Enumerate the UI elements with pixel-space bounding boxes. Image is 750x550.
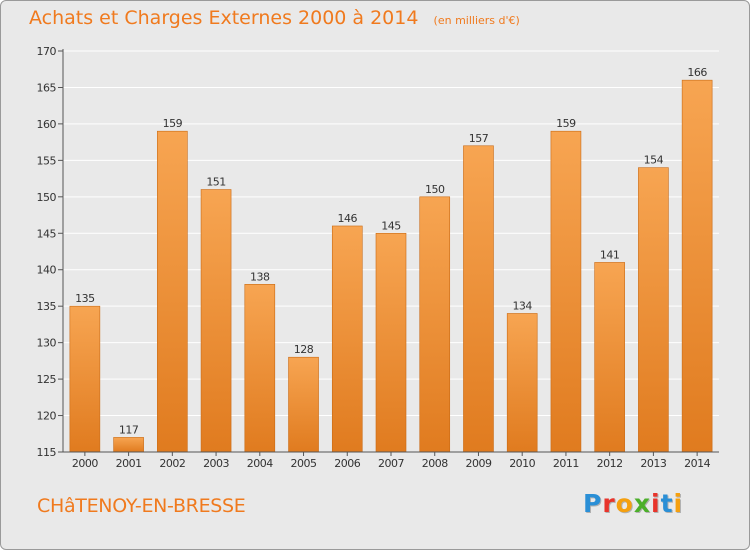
bars: 135 117 159 151 138 128 146 145 150 157 134 159 141 1… bbox=[69, 66, 713, 453]
logo-letter: x bbox=[633, 489, 651, 518]
data-label: 154 bbox=[644, 154, 664, 167]
data-label: 150 bbox=[425, 183, 445, 196]
x-tick-label: 2006 bbox=[334, 457, 360, 470]
chart-title: Achats et Charges Externes 2000 à 2014 bbox=[29, 7, 419, 29]
logo-letter: o bbox=[615, 489, 634, 518]
bar bbox=[331, 225, 363, 453]
bar bbox=[244, 284, 276, 453]
x-tick-label: 2004 bbox=[247, 457, 273, 470]
proxiti-logo: Proxiti bbox=[583, 489, 683, 518]
bar bbox=[157, 130, 188, 453]
data-label: 134 bbox=[512, 299, 532, 312]
x-tick-label: 2012 bbox=[597, 457, 623, 470]
x-tick-label: 2014 bbox=[684, 457, 710, 470]
bar bbox=[638, 167, 669, 453]
y-tick-label: 170 bbox=[37, 45, 57, 58]
logo-letter: i bbox=[673, 489, 684, 518]
commune-name: CHâTENOY-EN-BRESSE bbox=[37, 495, 246, 517]
y-tick-label: 155 bbox=[37, 154, 57, 167]
data-label: 159 bbox=[163, 117, 183, 130]
x-tick-label: 2005 bbox=[291, 457, 317, 470]
bar bbox=[69, 305, 101, 453]
x-tick-label: 2011 bbox=[553, 457, 579, 470]
x-tick-label: 2003 bbox=[203, 457, 229, 470]
y-tick-label: 115 bbox=[37, 446, 57, 459]
data-label: 151 bbox=[206, 176, 226, 189]
data-label: 138 bbox=[250, 270, 270, 283]
x-tick-label: 2009 bbox=[465, 457, 491, 470]
bar bbox=[375, 232, 407, 453]
bar bbox=[550, 130, 582, 453]
y-tick-label: 145 bbox=[37, 227, 57, 240]
data-label: 166 bbox=[687, 66, 707, 79]
bar bbox=[681, 79, 713, 453]
data-label: 128 bbox=[294, 343, 314, 356]
data-label: 117 bbox=[119, 423, 139, 436]
bar bbox=[113, 437, 144, 453]
y-tick-label: 125 bbox=[37, 373, 57, 386]
y-tick-label: 140 bbox=[37, 264, 57, 277]
y-tick-label: 160 bbox=[37, 118, 57, 131]
data-label: 146 bbox=[338, 212, 358, 225]
logo-letter: r bbox=[602, 489, 616, 518]
y-tick-label: 135 bbox=[37, 300, 57, 313]
bar bbox=[288, 356, 319, 453]
x-tick-label: 2008 bbox=[422, 457, 448, 470]
logo-letter: t bbox=[660, 489, 674, 518]
data-label: 159 bbox=[556, 117, 576, 130]
x-tick-label: 2002 bbox=[159, 457, 185, 470]
axes: 115 120 125 130 135 140 145 150 155 160 165 170 2000… bbox=[37, 45, 719, 470]
data-label: 141 bbox=[600, 248, 620, 261]
bar bbox=[200, 189, 232, 453]
bar bbox=[594, 262, 625, 453]
bar bbox=[463, 145, 494, 453]
y-tick-label: 130 bbox=[37, 337, 57, 350]
y-tick-label: 150 bbox=[37, 191, 57, 204]
y-tick-label: 120 bbox=[37, 410, 57, 423]
title-row: Achats et Charges Externes 2000 à 2014 (… bbox=[29, 7, 520, 29]
x-tick-label: 2000 bbox=[72, 457, 98, 470]
data-label: 135 bbox=[75, 292, 95, 305]
x-tick-label: 2007 bbox=[378, 457, 404, 470]
x-tick-label: 2013 bbox=[640, 457, 666, 470]
bar bbox=[506, 313, 538, 453]
x-tick-label: 2001 bbox=[116, 457, 142, 470]
chart-subtitle: (en milliers d'€) bbox=[433, 14, 520, 27]
data-label: 157 bbox=[469, 132, 489, 145]
data-label: 145 bbox=[381, 219, 401, 232]
logo-letter: i bbox=[651, 489, 661, 518]
x-tick-label: 2010 bbox=[509, 457, 535, 470]
y-tick-label: 165 bbox=[37, 81, 57, 94]
logo-letter: P bbox=[583, 489, 603, 518]
bar bbox=[419, 196, 451, 453]
